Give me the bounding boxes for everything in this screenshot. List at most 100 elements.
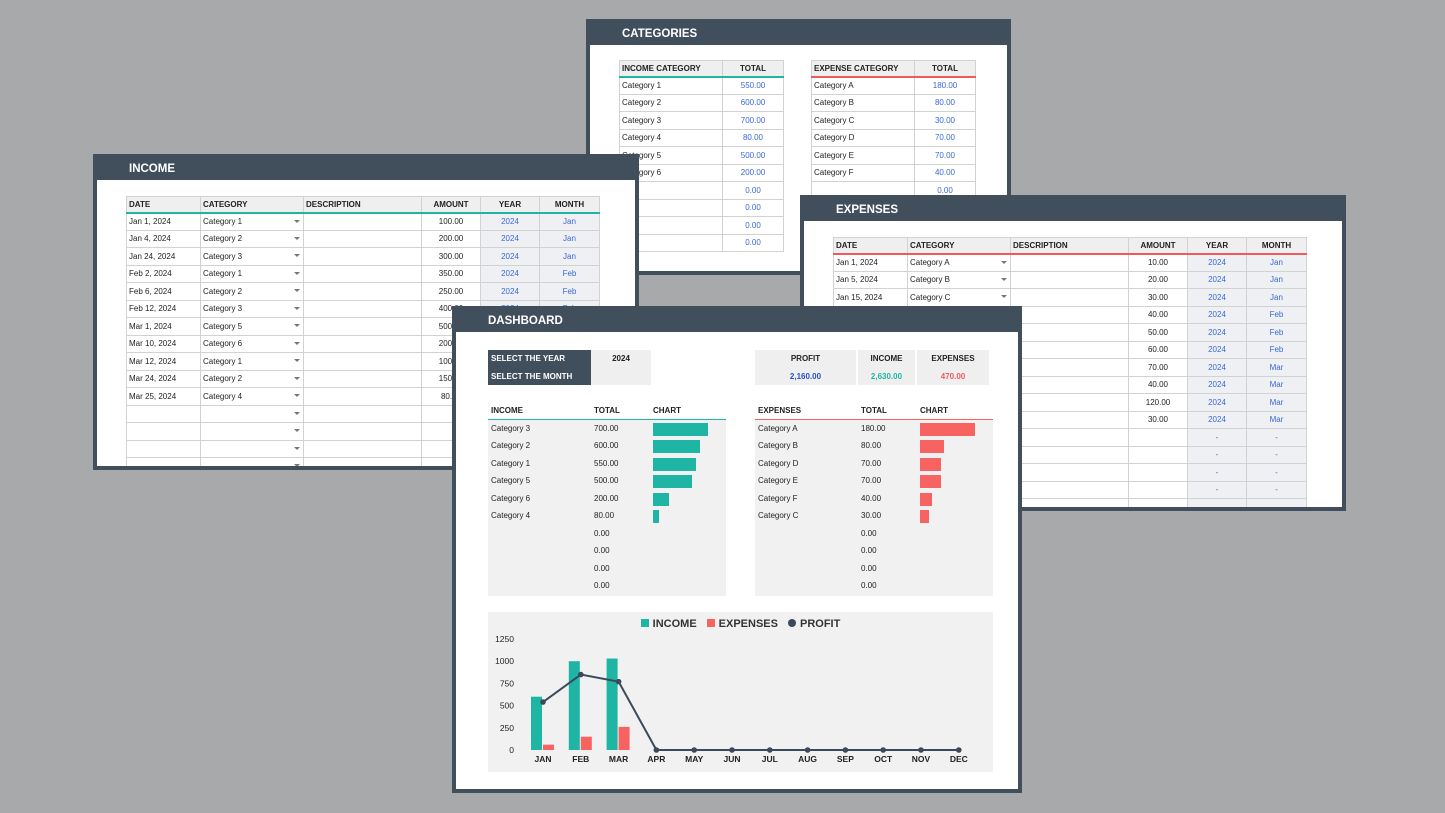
expenses-description-cell[interactable] [1010, 358, 1129, 377]
income-date-cell[interactable]: Jan 24, 2024 [126, 247, 201, 266]
income-date-cell[interactable]: Feb 2, 2024 [126, 264, 201, 283]
income-description-cell[interactable] [303, 387, 422, 406]
income-description-cell[interactable] [303, 282, 422, 301]
expenses-description-cell[interactable] [1010, 428, 1129, 447]
expenses-description-cell[interactable] [1010, 463, 1129, 482]
income-category-name-cell[interactable]: Category 3 [619, 111, 723, 130]
income-amount-cell[interactable]: 250.00 [421, 282, 481, 301]
income-category-dropdown[interactable]: Category 6 [200, 334, 304, 353]
income-date-cell[interactable]: Feb 12, 2024 [126, 299, 201, 318]
income-description-cell[interactable] [303, 439, 422, 458]
income-category-dropdown[interactable]: Category 1 [200, 264, 304, 283]
income-date-cell[interactable]: Jan 1, 2024 [126, 212, 201, 231]
expense-category-name-cell[interactable]: Category A [811, 76, 915, 95]
income-description-cell[interactable] [303, 334, 422, 353]
income-description-cell[interactable] [303, 369, 422, 388]
income-category-dropdown[interactable] [200, 439, 304, 458]
expenses-description-cell[interactable] [1010, 288, 1129, 307]
income-category-dropdown[interactable]: Category 2 [200, 369, 304, 388]
dropdown-arrow-icon[interactable] [294, 341, 300, 345]
income-description-cell[interactable] [303, 457, 422, 466]
income-date-cell[interactable] [126, 439, 201, 458]
income-category-name-cell[interactable]: Category 1 [619, 76, 723, 95]
expenses-description-cell[interactable] [1010, 410, 1129, 429]
expenses-amount-cell[interactable]: 30.00 [1128, 288, 1188, 307]
income-amount-cell[interactable]: 300.00 [421, 247, 481, 266]
income-amount-cell[interactable]: 350.00 [421, 264, 481, 283]
expenses-amount-cell[interactable]: 40.00 [1128, 375, 1188, 394]
expenses-category-dropdown[interactable]: Category B [907, 270, 1011, 289]
expense-category-name-cell[interactable]: Category C [811, 111, 915, 130]
expenses-date-cell[interactable]: Jan 1, 2024 [833, 253, 908, 272]
income-category-dropdown[interactable]: Category 3 [200, 247, 304, 266]
expense-category-name-cell[interactable]: Category D [811, 128, 915, 147]
expenses-amount-cell[interactable]: 10.00 [1128, 253, 1188, 272]
dropdown-arrow-icon[interactable] [294, 271, 300, 275]
dropdown-arrow-icon[interactable] [294, 411, 300, 415]
income-category-dropdown[interactable]: Category 1 [200, 352, 304, 371]
dropdown-arrow-icon[interactable] [294, 254, 300, 257]
income-amount-cell[interactable]: 100.00 [421, 212, 481, 231]
income-date-cell[interactable] [126, 457, 201, 466]
expenses-description-cell[interactable] [1010, 253, 1129, 272]
income-date-cell[interactable] [126, 404, 201, 423]
income-category-dropdown[interactable]: Category 2 [200, 282, 304, 301]
income-date-cell[interactable]: Feb 6, 2024 [126, 282, 201, 301]
dropdown-arrow-icon[interactable] [294, 376, 300, 380]
dropdown-arrow-icon[interactable] [294, 394, 300, 397]
select-year-dropdown[interactable]: 2024 [591, 350, 651, 368]
expenses-amount-cell[interactable]: 70.00 [1128, 358, 1188, 377]
dropdown-arrow-icon[interactable] [1001, 277, 1007, 281]
dropdown-arrow-icon[interactable] [294, 446, 300, 450]
income-description-cell[interactable] [303, 229, 422, 248]
dropdown-arrow-icon[interactable] [1001, 260, 1007, 264]
dropdown-arrow-icon[interactable] [294, 464, 300, 466]
dropdown-arrow-icon[interactable] [294, 306, 300, 310]
expenses-amount-cell[interactable] [1128, 480, 1188, 499]
income-category-dropdown[interactable] [200, 457, 304, 466]
income-description-cell[interactable] [303, 422, 422, 441]
expenses-amount-cell[interactable] [1128, 428, 1188, 447]
income-description-cell[interactable] [303, 247, 422, 266]
expenses-category-dropdown[interactable]: Category C [907, 288, 1011, 307]
income-category-dropdown[interactable] [200, 422, 304, 441]
expense-category-name-cell[interactable]: Category B [811, 93, 915, 112]
income-description-cell[interactable] [303, 352, 422, 371]
expenses-description-cell[interactable] [1010, 480, 1129, 499]
expenses-description-cell[interactable] [1010, 375, 1129, 394]
income-description-cell[interactable] [303, 404, 422, 423]
income-description-cell[interactable] [303, 264, 422, 283]
expenses-amount-cell[interactable]: 120.00 [1128, 393, 1188, 412]
select-month-dropdown[interactable] [591, 367, 651, 385]
expenses-amount-cell[interactable]: 40.00 [1128, 305, 1188, 324]
income-category-dropdown[interactable]: Category 2 [200, 229, 304, 248]
expense-category-name-cell[interactable]: Category F [811, 163, 915, 182]
income-date-cell[interactable]: Mar 25, 2024 [126, 387, 201, 406]
dropdown-arrow-icon[interactable] [294, 236, 300, 240]
income-description-cell[interactable] [303, 299, 422, 318]
income-amount-cell[interactable]: 200.00 [421, 229, 481, 248]
dropdown-arrow-icon[interactable] [294, 359, 300, 362]
income-description-cell[interactable] [303, 212, 422, 231]
income-category-dropdown[interactable]: Category 4 [200, 387, 304, 406]
income-date-cell[interactable]: Mar 1, 2024 [126, 317, 201, 336]
expenses-description-cell[interactable] [1010, 340, 1129, 359]
income-category-name-cell[interactable]: Category 2 [619, 93, 723, 112]
expenses-description-cell[interactable] [1010, 393, 1129, 412]
income-category-dropdown[interactable]: Category 3 [200, 299, 304, 318]
expenses-date-cell[interactable]: Jan 15, 2024 [833, 288, 908, 307]
income-date-cell[interactable]: Mar 24, 2024 [126, 369, 201, 388]
expenses-amount-cell[interactable]: 60.00 [1128, 340, 1188, 359]
expenses-amount-cell[interactable] [1128, 498, 1188, 507]
expenses-amount-cell[interactable]: 20.00 [1128, 270, 1188, 289]
expenses-amount-cell[interactable] [1128, 445, 1188, 464]
expenses-amount-cell[interactable]: 30.00 [1128, 410, 1188, 429]
expenses-amount-cell[interactable] [1128, 463, 1188, 482]
income-category-name-cell[interactable]: Category 4 [619, 128, 723, 147]
dropdown-arrow-icon[interactable] [294, 219, 300, 223]
income-description-cell[interactable] [303, 317, 422, 336]
expenses-description-cell[interactable] [1010, 305, 1129, 324]
expenses-category-dropdown[interactable]: Category A [907, 253, 1011, 272]
income-category-dropdown[interactable]: Category 5 [200, 317, 304, 336]
expenses-amount-cell[interactable]: 50.00 [1128, 323, 1188, 342]
